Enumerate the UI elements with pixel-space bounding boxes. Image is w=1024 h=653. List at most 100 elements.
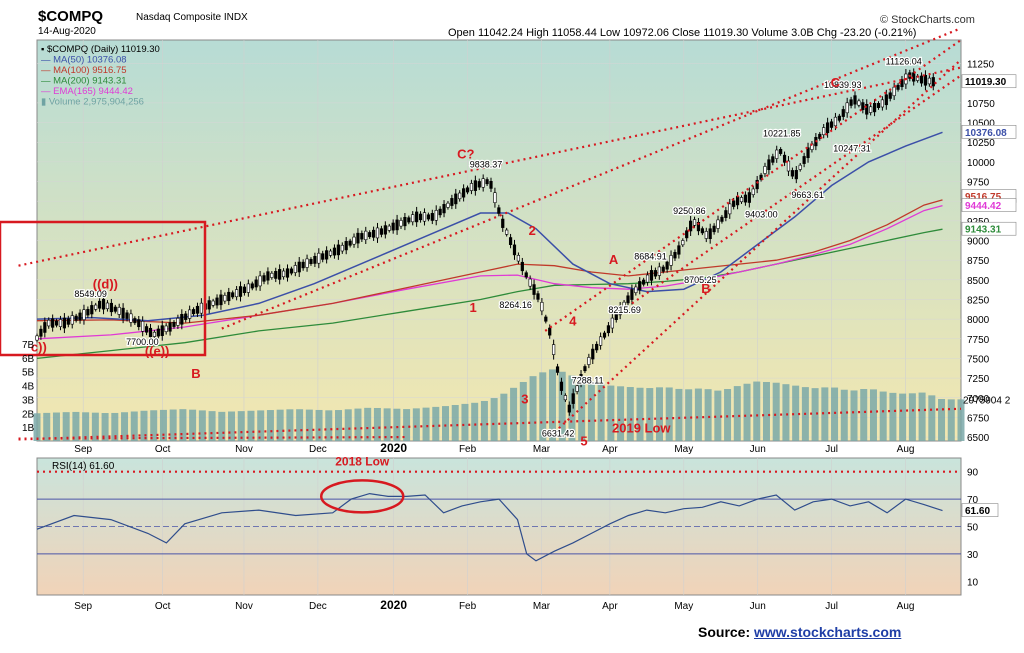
price-candle-body <box>826 122 830 134</box>
price-tick-label: 10250 <box>967 138 995 149</box>
price-candle-body <box>876 103 881 108</box>
x-tick-label: Aug <box>897 601 915 612</box>
volume-bar <box>685 389 693 441</box>
x-tick-label: Jun <box>750 601 766 612</box>
price-candle-body <box>469 183 474 191</box>
price-candle-body <box>649 270 654 281</box>
rsi-callout-text: 61.60 <box>965 506 990 517</box>
price-tick-label: 8750 <box>967 256 990 267</box>
price-candle-body <box>931 77 935 87</box>
rsi-tick-label: 30 <box>967 550 979 561</box>
price-candle-body <box>669 255 673 266</box>
volume-bar <box>72 411 80 441</box>
price-candle-body <box>497 207 501 214</box>
legend-entry: — MA(100) 9516.75 <box>41 65 127 76</box>
volume-bar <box>724 389 732 441</box>
price-candle-body <box>368 232 372 238</box>
price-candle-body <box>501 218 505 228</box>
price-candle-body <box>606 325 611 334</box>
price-candle-body <box>477 181 481 188</box>
price-candle-body <box>829 121 834 128</box>
wave-annotation: B <box>701 281 710 296</box>
price-candle-body <box>575 385 579 392</box>
price-candle-body <box>622 301 626 307</box>
rsi-tick-label: 50 <box>967 523 979 534</box>
volume-bar <box>422 407 430 441</box>
volume-bar <box>480 400 488 441</box>
price-candle-body <box>508 237 513 245</box>
price-tick-label: 9750 <box>967 178 990 189</box>
x-tick-label: Sep <box>74 601 92 612</box>
price-candle-body <box>818 133 822 139</box>
volume-bar <box>296 409 304 441</box>
x-tick-label: Jul <box>825 601 838 612</box>
volume-bar <box>772 382 780 441</box>
price-point-label: 9838.37 <box>470 159 503 169</box>
trend-line <box>631 74 962 305</box>
price-candle-body <box>117 306 121 315</box>
price-candle-body <box>313 255 317 264</box>
x-tick-label: Jun <box>750 444 766 455</box>
volume-bar <box>130 411 138 441</box>
price-candle-body <box>563 395 567 401</box>
price-candle-body <box>896 84 900 90</box>
volume-bar <box>879 391 887 441</box>
price-candle-body <box>493 192 497 203</box>
wave-annotation: A <box>609 252 619 267</box>
trend-line <box>18 407 962 441</box>
price-candle-body <box>779 148 783 154</box>
volume-bar <box>646 388 654 441</box>
price-candle-body <box>759 174 763 180</box>
price-candle-body <box>790 170 794 177</box>
price-point-label: 8705.25 <box>684 275 717 285</box>
ohlc-readout: Open 11042.24 High 11058.44 Low 10972.06… <box>448 27 917 39</box>
volume-bar <box>529 376 537 441</box>
volume-bar <box>286 409 294 441</box>
price-candle-body <box>743 194 748 203</box>
price-candle-body <box>614 313 618 320</box>
source-link[interactable]: www.stockcharts.com <box>754 624 902 640</box>
price-candle-body <box>642 279 646 285</box>
price-candle-body <box>880 99 884 108</box>
price-candle-body <box>872 103 877 113</box>
wave-annotation: C? <box>457 147 474 162</box>
price-candle-body <box>289 268 294 274</box>
price-candle-body <box>270 272 274 278</box>
legend-entry: ▪ $COMPQ (Daily) 11019.30 <box>41 44 160 55</box>
volume-bar <box>928 395 936 441</box>
price-candle-body <box>321 253 325 260</box>
rsi-line <box>36 492 943 562</box>
price-candle-body <box>231 292 235 298</box>
price-candle-body <box>301 261 305 269</box>
price-candle-body <box>415 211 419 223</box>
chart-date: 14-Aug-2020 <box>38 26 96 37</box>
price-candle-body <box>696 222 701 232</box>
price-candle-body <box>552 344 556 355</box>
price-candle-body <box>548 327 552 336</box>
volume-tick-label: 2B <box>22 409 35 420</box>
volume-tick-label: 6B <box>22 354 35 365</box>
price-candle-body <box>837 115 841 121</box>
price-candle-body <box>528 278 532 287</box>
volume-bar <box>364 407 372 441</box>
x-tick-label: May <box>674 444 693 455</box>
volume-bar <box>694 388 702 441</box>
price-point-label: 8215.69 <box>608 305 641 315</box>
price-tick-label: 6750 <box>967 413 990 424</box>
price-candle-body <box>379 228 384 235</box>
volume-bar <box>121 412 129 441</box>
x-tick-label: Oct <box>155 444 171 455</box>
price-candle-body <box>262 275 266 282</box>
price-candle-body <box>767 159 771 170</box>
price-candle-body <box>348 240 352 246</box>
price-candle-body <box>919 75 924 84</box>
volume-bar <box>159 409 167 441</box>
price-candle-body <box>516 255 521 262</box>
volume-bar <box>568 375 576 441</box>
price-candle-body <box>305 258 309 268</box>
price-candle-body <box>207 300 211 310</box>
price-candle-body <box>266 271 270 281</box>
price-candle-body <box>47 319 51 327</box>
price-candle-body <box>199 302 203 314</box>
price-candle-body <box>109 302 113 313</box>
